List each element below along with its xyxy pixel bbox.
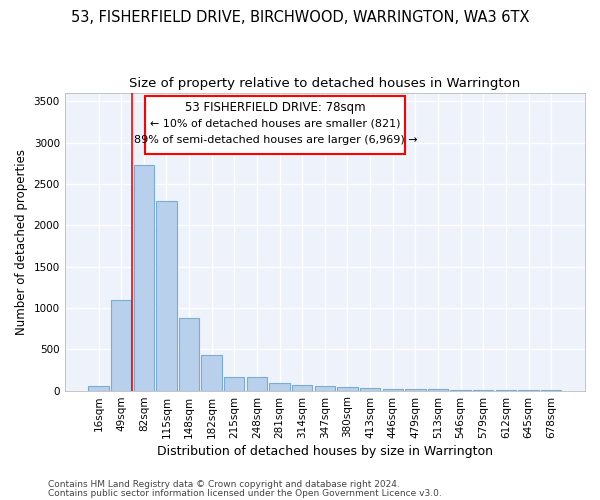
Bar xyxy=(224,376,244,390)
Bar xyxy=(314,386,335,390)
Title: Size of property relative to detached houses in Warrington: Size of property relative to detached ho… xyxy=(129,78,520,90)
Y-axis label: Number of detached properties: Number of detached properties xyxy=(15,149,28,335)
Bar xyxy=(292,385,313,390)
Bar xyxy=(269,383,290,390)
Bar xyxy=(202,355,222,390)
FancyBboxPatch shape xyxy=(145,96,406,154)
X-axis label: Distribution of detached houses by size in Warrington: Distribution of detached houses by size … xyxy=(157,444,493,458)
Text: ← 10% of detached houses are smaller (821): ← 10% of detached houses are smaller (82… xyxy=(150,118,401,128)
Text: Contains HM Land Registry data © Crown copyright and database right 2024.: Contains HM Land Registry data © Crown c… xyxy=(48,480,400,489)
Text: 89% of semi-detached houses are larger (6,969) →: 89% of semi-detached houses are larger (… xyxy=(134,134,417,144)
Text: 53, FISHERFIELD DRIVE, BIRCHWOOD, WARRINGTON, WA3 6TX: 53, FISHERFIELD DRIVE, BIRCHWOOD, WARRIN… xyxy=(71,10,529,25)
Bar xyxy=(337,388,358,390)
Bar xyxy=(179,318,199,390)
Bar xyxy=(156,202,176,390)
Bar xyxy=(111,300,131,390)
Text: 53 FISHERFIELD DRIVE: 78sqm: 53 FISHERFIELD DRIVE: 78sqm xyxy=(185,102,366,114)
Bar xyxy=(134,165,154,390)
Bar xyxy=(360,388,380,390)
Bar xyxy=(88,386,109,390)
Bar xyxy=(383,389,403,390)
Bar xyxy=(247,377,267,390)
Bar xyxy=(405,389,425,390)
Text: Contains public sector information licensed under the Open Government Licence v3: Contains public sector information licen… xyxy=(48,488,442,498)
